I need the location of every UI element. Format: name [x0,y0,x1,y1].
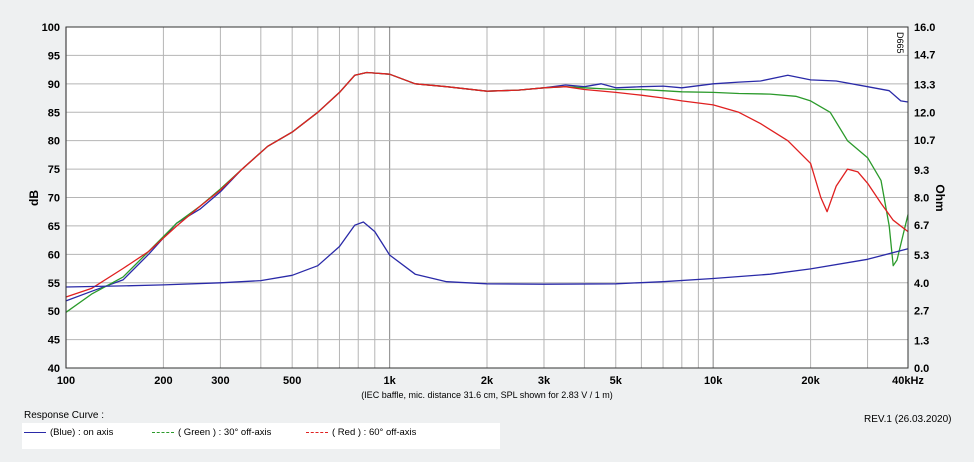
y-tick-label: 65 [48,221,60,233]
y-tick-label: 55 [48,278,60,290]
y-tick-label: 40 [48,363,60,375]
y-tick-label: 50 [48,306,60,318]
x-tick-label: 10k [704,375,723,387]
x-tick-label: 300 [211,375,229,387]
legend-swatch-red [306,432,328,433]
legend-label-red: ( Red ) : 60° off-axis [332,427,417,438]
y-tick-label: 85 [48,107,60,119]
y2-tick-label: 4.0 [914,278,929,290]
y2-tick-label: 14.7 [914,50,935,62]
y2-tick-label: 2.7 [914,305,929,317]
off-axis-60-curve [65,71,909,298]
tick-labels: 100 200 300 500 1k 2k 3k 5k 10k 20k 40kHz 40 45 50 55 6… [42,22,936,387]
revision-label: REV.1 (26.03.2020) [864,414,952,425]
legend-swatch-green [152,432,174,433]
legend-item-blue: (Blue) : on axis [24,427,113,438]
legend-item-red: ( Red ) : 60° off-axis [306,427,416,438]
y2-tick-label: 6.7 [914,220,929,232]
y2-tick-label: 13.3 [914,80,935,92]
x-tick-label: 3k [538,375,551,387]
y2-tick-label: 1.3 [914,335,929,347]
y2-tick-label: 10.7 [914,135,935,147]
legend [22,423,500,449]
frequency-response-chart: 100 200 300 500 1k 2k 3k 5k 10k 20k 40kHz 40 45 50 55 6… [27,22,947,400]
y2-tick-label: 8.0 [914,193,929,205]
x-tick-label: 1k [383,375,396,387]
y2-tick-label: 16.0 [914,22,935,34]
y-axis-label: dB [27,190,41,206]
y-tick-label: 75 [48,164,60,176]
x-tick-label: 2k [481,375,494,387]
y-tick-label: 45 [48,335,60,347]
y2-axis-label: Ohm [933,184,947,211]
legend-label-blue: (Blue) : on axis [50,427,114,438]
legend-swatch-blue [24,432,46,433]
legend-label-green: ( Green ) : 30° off-axis [178,427,272,438]
x-tick-label: 5k [610,375,623,387]
legend-title: Response Curve : [24,410,105,421]
y2-tick-label: 0.0 [914,363,929,375]
impedance-curve [65,221,909,288]
y-tick-label: 90 [48,79,60,91]
y-tick-label: 80 [48,136,60,148]
series-layer [65,71,909,313]
x-tick-label: 20k [801,375,820,387]
x-tick-label: 500 [283,375,301,387]
y2-tick-label: 5.3 [914,250,929,262]
x-tick-label: 100 [57,375,75,387]
watermark: D665 [895,32,905,54]
y-tick-label: 95 [48,50,60,62]
x-tick-label: 200 [154,375,172,387]
y2-tick-label: 12.0 [914,107,935,119]
measurement-note: (IEC baffle, mic. distance 31.6 cm, SPL … [361,390,613,400]
plot-frame [65,26,909,369]
x-tick-label: 40kHz [892,375,924,387]
y-tick-label: 60 [48,249,60,261]
y2-tick-label: 9.3 [914,165,929,177]
y-tick-label: 70 [48,193,60,205]
legend-item-green: ( Green ) : 30° off-axis [152,427,271,438]
y-tick-label: 100 [42,22,60,34]
